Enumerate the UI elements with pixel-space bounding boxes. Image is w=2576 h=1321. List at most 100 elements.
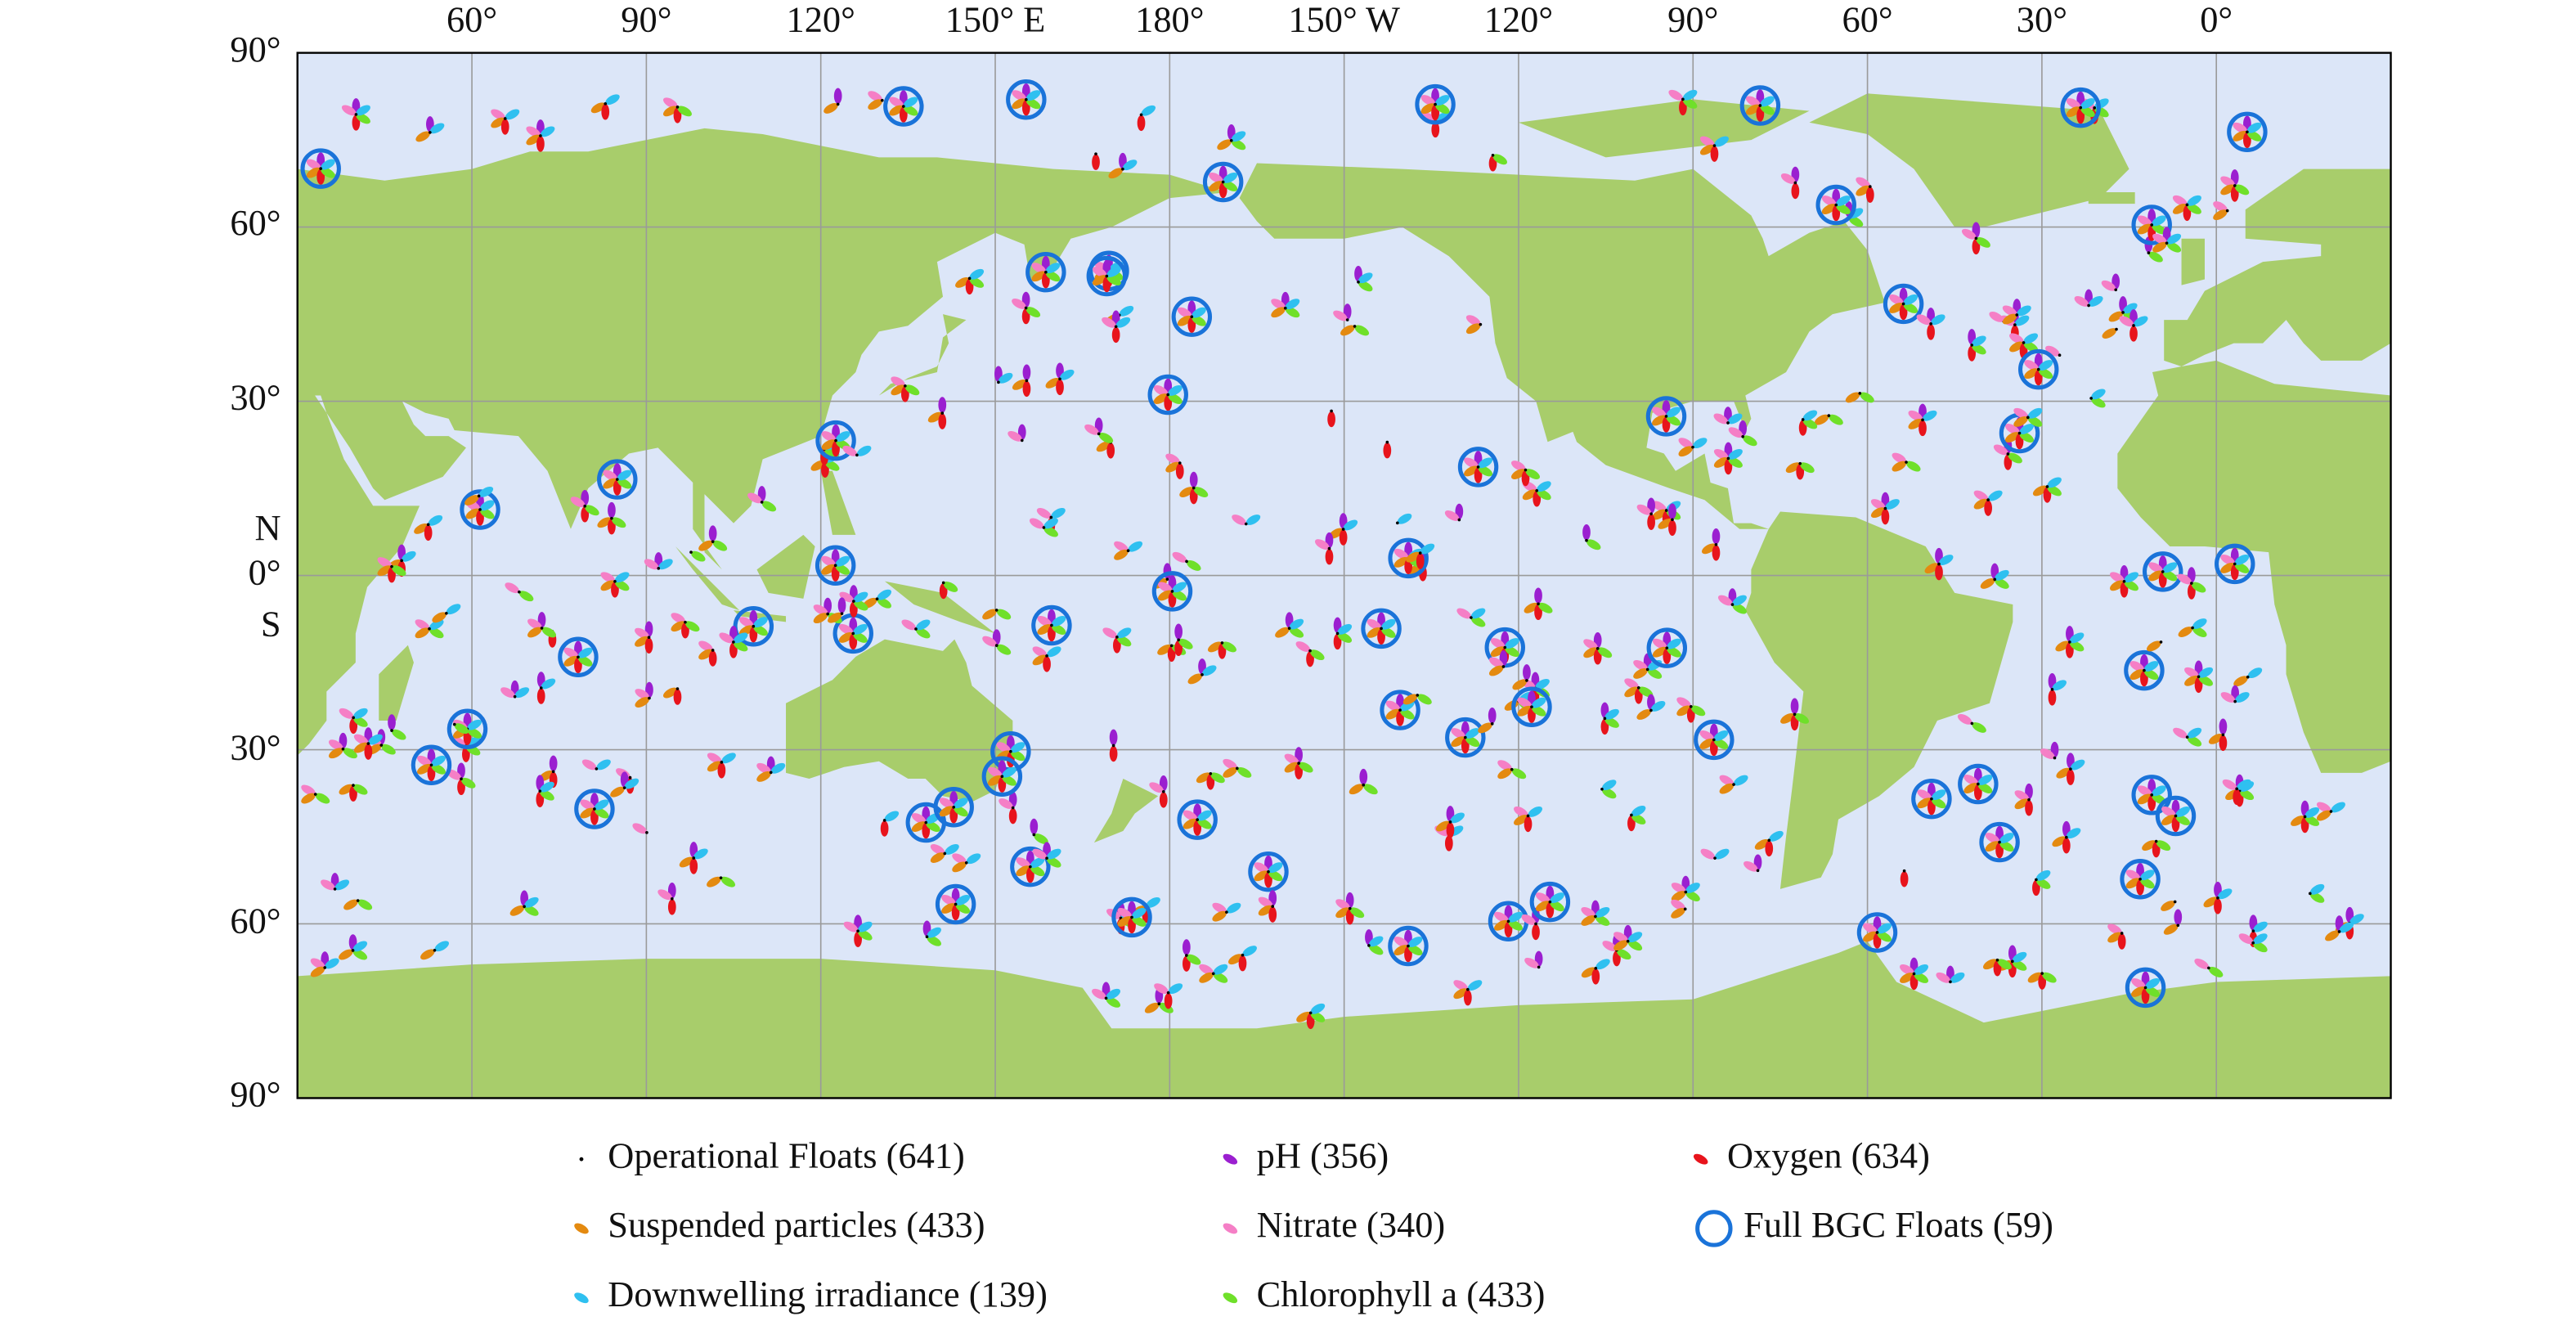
float-dot <box>925 935 929 939</box>
float-dot <box>604 101 608 106</box>
float-sensor <box>352 941 368 952</box>
float-sensor <box>480 500 495 511</box>
float-sensor <box>1713 739 1729 749</box>
float-sensor <box>1583 639 1598 650</box>
float-sensor <box>1192 307 1206 318</box>
float-sensor <box>1667 646 1681 658</box>
float <box>2155 795 2197 837</box>
float-sensor <box>930 844 945 855</box>
float-dot <box>1937 562 1941 566</box>
float-sensor <box>1633 668 1648 679</box>
float-sensor <box>853 600 868 611</box>
float-sensor <box>1177 307 1192 318</box>
float <box>2163 909 2183 935</box>
float-sensor <box>1310 1003 1326 1014</box>
float-sensor <box>721 753 736 764</box>
float-sensor <box>954 806 968 817</box>
float-sensor <box>1511 461 1526 471</box>
float-sensor <box>392 565 406 577</box>
float-sensor <box>429 123 445 134</box>
float <box>1361 608 1402 649</box>
float-dot <box>1418 551 1422 555</box>
float <box>1202 161 1244 203</box>
float-sensor <box>2052 680 2067 691</box>
float-dot <box>2185 203 2189 207</box>
float-sensor <box>1339 529 1348 546</box>
float-dot <box>1490 722 1494 726</box>
float-sensor <box>1613 932 1628 943</box>
float-sensor <box>987 775 1003 786</box>
float-sensor <box>2208 733 2224 744</box>
float-dot <box>1664 509 1668 512</box>
float-sensor <box>1977 783 1993 793</box>
float-sensor <box>1511 469 1526 479</box>
full-bgc-ring <box>1645 396 1687 437</box>
float-dot <box>1177 638 1180 642</box>
float-sensor <box>2161 901 2175 911</box>
float <box>1165 453 1184 479</box>
float-dot <box>719 876 723 879</box>
float-dot <box>1534 922 1537 926</box>
float-sensor <box>2110 572 2125 583</box>
float-dot <box>2147 251 2151 254</box>
float <box>2089 389 2106 408</box>
float <box>1199 964 1228 983</box>
float-dot <box>1341 528 1345 531</box>
float-sensor <box>1780 712 1795 724</box>
float-sensor <box>635 697 649 708</box>
float-sensor <box>1159 792 1168 808</box>
full-bgc-ring <box>574 789 615 829</box>
float-dot <box>1009 749 1012 753</box>
float-sensor <box>1400 708 1415 720</box>
float-sensor <box>1106 996 1121 1008</box>
float-sensor <box>2091 397 2106 408</box>
float-sensor <box>2055 640 2070 652</box>
float-sensor <box>889 105 904 116</box>
float-dot <box>941 581 945 585</box>
float-sensor <box>2152 215 2166 227</box>
landmass <box>878 314 967 396</box>
float-sensor <box>1802 418 1818 429</box>
float-dot <box>523 905 526 909</box>
float-sensor <box>1008 430 1022 442</box>
float-sensor <box>1685 891 1700 901</box>
float-dot <box>1691 445 1694 449</box>
float-sensor <box>941 903 956 914</box>
float <box>707 876 736 887</box>
float <box>839 585 868 618</box>
float-dot <box>1236 766 1239 771</box>
full-bgc-ring <box>2124 649 2165 691</box>
float-sensor <box>1972 335 1986 347</box>
float-sensor <box>1223 758 1237 770</box>
float-sensor <box>321 167 335 178</box>
float-sensor <box>1359 768 1368 785</box>
float-dot <box>2216 896 2219 900</box>
float <box>1045 362 1075 396</box>
float-sensor <box>2024 360 2039 371</box>
float-dot <box>2132 324 2135 327</box>
float-sensor <box>1728 413 1743 425</box>
float <box>1883 283 1924 325</box>
full-bgc-ring <box>2131 775 2172 816</box>
float-sensor <box>1814 414 1829 425</box>
float-sensor <box>2172 203 2188 214</box>
float-sensor <box>1914 964 1928 975</box>
float-sensor <box>1385 700 1401 712</box>
float-sensor <box>1116 627 1132 639</box>
float <box>662 687 682 705</box>
float-sensor <box>500 687 515 699</box>
float-sensor <box>461 777 476 789</box>
float-sensor <box>1980 578 1995 589</box>
float-sensor <box>1115 317 1131 328</box>
float-sensor <box>2080 106 2095 118</box>
float-sensor <box>969 276 985 288</box>
float-sensor <box>2124 580 2138 591</box>
float-sensor <box>2134 316 2148 327</box>
float-dot <box>341 747 345 751</box>
float-sensor <box>1936 972 1950 983</box>
float-dot <box>2235 787 2238 791</box>
float-sensor <box>2222 779 2237 790</box>
float-sensor <box>1916 314 1932 326</box>
float-sensor <box>585 505 599 516</box>
float-sensor <box>1972 344 1986 355</box>
